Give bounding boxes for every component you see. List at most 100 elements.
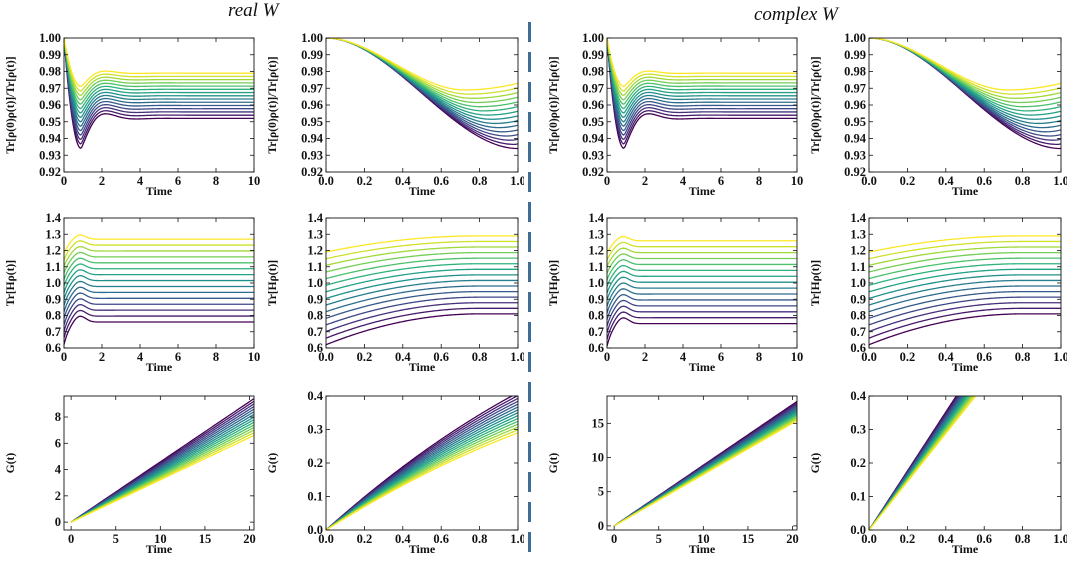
y-tick-label: 0.96 bbox=[582, 98, 604, 112]
y-tick-label: 0.6 bbox=[307, 341, 323, 355]
series-line bbox=[326, 285, 518, 313]
series-line bbox=[607, 270, 797, 294]
x-tick-label: 8 bbox=[213, 350, 219, 364]
x-tick-label: 8 bbox=[213, 174, 219, 188]
y-tick-label: 0.98 bbox=[582, 65, 604, 79]
chart-panel: 0 5 10 15 20 0 2 4 6 8 Time G(t) bbox=[5, 395, 256, 556]
divider-dash bbox=[528, 172, 531, 192]
series-line bbox=[326, 426, 518, 530]
chart-panel: 0.0 0.2 0.4 0.6 0.8 1.0 0.92 0.93 0.94 0.95 0.96 0.… bbox=[267, 31, 524, 198]
y-tick-label: 0.6 bbox=[45, 341, 61, 355]
x-axis-label: Time bbox=[146, 184, 173, 198]
y-tick-label: 0.98 bbox=[301, 65, 323, 79]
y-tick-label: 0.95 bbox=[844, 115, 866, 129]
x-tick-label: 4 bbox=[137, 174, 144, 188]
series-line bbox=[326, 432, 518, 530]
x-tick-label: 10 bbox=[697, 532, 710, 546]
x-tick-label: 0 bbox=[611, 532, 617, 546]
x-axis-label: Time bbox=[146, 542, 173, 556]
series-line bbox=[607, 38, 797, 136]
x-axis-label: Time bbox=[689, 542, 716, 556]
x-tick-label: 10 bbox=[791, 350, 803, 364]
series-line bbox=[607, 241, 797, 261]
x-tick-label: 1.0 bbox=[1053, 174, 1067, 188]
x-tick-label: 2 bbox=[99, 174, 105, 188]
y-tick-label: 0.4 bbox=[307, 389, 323, 403]
y-tick-label: 1.00 bbox=[844, 31, 866, 45]
series-line bbox=[326, 240, 518, 260]
y-tick-label: 1.2 bbox=[850, 244, 866, 258]
x-tick-label: 0.0 bbox=[861, 350, 877, 364]
x-tick-label: 0 bbox=[604, 350, 610, 364]
series-line bbox=[607, 38, 797, 105]
x-tick-label: 0.2 bbox=[357, 532, 373, 546]
y-tick-label: 0.7 bbox=[307, 325, 323, 339]
series-line bbox=[607, 311, 797, 340]
x-tick-label: 0.4 bbox=[938, 174, 954, 188]
y-tick-label: 1.00 bbox=[582, 31, 604, 45]
complex-w-heading: complex W bbox=[754, 4, 838, 26]
series-line bbox=[607, 38, 797, 132]
plot-frame bbox=[606, 395, 798, 531]
y-tick-label: 1.3 bbox=[307, 227, 323, 241]
x-tick-label: 4 bbox=[680, 174, 687, 188]
divider-dash bbox=[528, 202, 531, 222]
series-line bbox=[869, 274, 1061, 300]
real-w-heading: real W bbox=[228, 0, 278, 22]
divider-dash bbox=[528, 412, 531, 432]
y-tick-label: 10 bbox=[592, 451, 605, 465]
series-line bbox=[326, 296, 518, 326]
x-tick-label: 0 bbox=[61, 350, 67, 364]
divider-dash bbox=[528, 352, 531, 372]
series-line bbox=[326, 423, 518, 530]
series-line bbox=[869, 38, 1061, 91]
x-tick-label: 2 bbox=[99, 350, 105, 364]
x-tick-label: 8 bbox=[756, 350, 762, 364]
series-line bbox=[607, 38, 797, 123]
x-tick-label: 0.8 bbox=[1015, 350, 1031, 364]
series-line bbox=[607, 38, 797, 97]
series-line bbox=[64, 309, 254, 339]
series-line bbox=[607, 293, 797, 320]
series-line bbox=[64, 251, 254, 274]
column-divider bbox=[528, 22, 531, 552]
chart-panel: 0.0 0.2 0.4 0.6 0.8 1.00.00.10.20.30.4TimeG(t… bbox=[810, 389, 1067, 556]
y-tick-label: 1.0 bbox=[45, 276, 61, 290]
y-axis-label: Tr[ρ(0)ρ(t)]/Tr[ρ(t)] bbox=[548, 56, 560, 153]
series-line bbox=[607, 38, 797, 88]
x-tick-label: 6 bbox=[718, 174, 724, 188]
series-line bbox=[326, 263, 518, 286]
y-tick-label: 5 bbox=[598, 485, 604, 499]
y-tick-label: 0.99 bbox=[301, 48, 323, 62]
y-tick-label: 0.99 bbox=[582, 48, 604, 62]
y-axis-label: Tr[ρ(0)ρ(t)]/Tr[ρ(t)] bbox=[810, 56, 822, 153]
x-tick-label: 10 bbox=[791, 174, 803, 188]
series-group bbox=[326, 38, 518, 150]
x-tick-label: 10 bbox=[248, 174, 260, 188]
series-group bbox=[64, 38, 254, 150]
y-tick-label: 0.8 bbox=[850, 309, 866, 323]
y-tick-label: 0.97 bbox=[582, 81, 604, 95]
y-tick-label: 1.00 bbox=[301, 31, 323, 45]
y-tick-label: 0.3 bbox=[307, 423, 323, 437]
x-tick-label: 0 bbox=[604, 174, 610, 188]
series-line bbox=[869, 296, 1061, 326]
y-tick-label: 0.9 bbox=[45, 292, 61, 306]
series-line bbox=[64, 38, 254, 145]
series-line bbox=[607, 38, 797, 101]
x-tick-label: 2 bbox=[642, 350, 648, 364]
x-tick-label: 15 bbox=[199, 532, 212, 546]
plot-frame bbox=[606, 217, 798, 349]
y-tick-label: 0.95 bbox=[39, 115, 61, 129]
y-tick-label: 1.2 bbox=[307, 244, 323, 258]
y-tick-label: 8 bbox=[55, 410, 61, 424]
y-axis-label: G(t) bbox=[810, 453, 822, 474]
x-tick-label: 0.2 bbox=[900, 532, 916, 546]
x-axis-label: Time bbox=[409, 360, 436, 374]
series-line bbox=[607, 38, 797, 114]
series-line bbox=[64, 38, 254, 97]
series-line bbox=[869, 251, 1061, 273]
series-line bbox=[607, 247, 797, 268]
series-line bbox=[326, 279, 518, 306]
plot-frame bbox=[325, 37, 519, 173]
